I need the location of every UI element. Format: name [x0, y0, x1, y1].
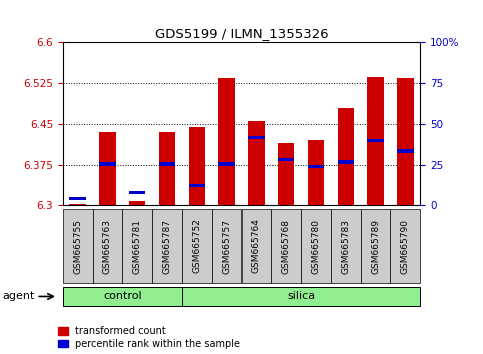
Bar [189, 127, 205, 205]
Bar [99, 132, 115, 205]
Bar [218, 162, 235, 166]
Text: GSM665790: GSM665790 [401, 218, 410, 274]
Bar [129, 201, 145, 205]
Text: GSM665757: GSM665757 [222, 218, 231, 274]
Text: GSM665781: GSM665781 [133, 218, 142, 274]
Bar [271, 209, 301, 283]
Text: GSM665783: GSM665783 [341, 218, 350, 274]
Bar [397, 78, 413, 205]
Text: GSM665787: GSM665787 [163, 218, 171, 274]
Bar [212, 209, 242, 283]
Title: GDS5199 / ILMN_1355326: GDS5199 / ILMN_1355326 [155, 27, 328, 40]
Bar [361, 209, 390, 283]
Bar [129, 191, 145, 194]
Bar [338, 160, 354, 164]
Bar [338, 108, 354, 205]
Bar [278, 143, 294, 205]
Bar [159, 132, 175, 205]
Text: silica: silica [287, 291, 315, 302]
Bar [93, 209, 122, 283]
Bar [218, 78, 235, 205]
Bar [368, 77, 384, 205]
Text: control: control [103, 291, 142, 302]
Text: GSM665755: GSM665755 [73, 218, 82, 274]
Text: agent: agent [2, 291, 35, 302]
Text: GSM665752: GSM665752 [192, 218, 201, 274]
Bar [368, 138, 384, 142]
Bar [301, 209, 331, 283]
Bar [152, 209, 182, 283]
Bar [248, 121, 265, 205]
Bar [122, 209, 152, 283]
Text: GSM665768: GSM665768 [282, 218, 291, 274]
Bar [397, 149, 413, 153]
Legend: transformed count, percentile rank within the sample: transformed count, percentile rank withi… [58, 326, 241, 349]
Text: GSM665789: GSM665789 [371, 218, 380, 274]
Bar [248, 136, 265, 139]
Bar [182, 287, 420, 306]
Bar [242, 209, 271, 283]
Text: GSM665764: GSM665764 [252, 218, 261, 274]
Bar [189, 184, 205, 187]
Bar [331, 209, 361, 283]
Bar [63, 287, 182, 306]
Bar [182, 209, 212, 283]
Bar [159, 162, 175, 166]
Bar [278, 158, 294, 161]
Bar [308, 140, 324, 205]
Bar [390, 209, 420, 283]
Bar [99, 162, 115, 166]
Bar [70, 204, 86, 205]
Text: GSM665763: GSM665763 [103, 218, 112, 274]
Bar [308, 165, 324, 168]
Bar [70, 196, 86, 200]
Text: GSM665780: GSM665780 [312, 218, 320, 274]
Bar [63, 209, 93, 283]
